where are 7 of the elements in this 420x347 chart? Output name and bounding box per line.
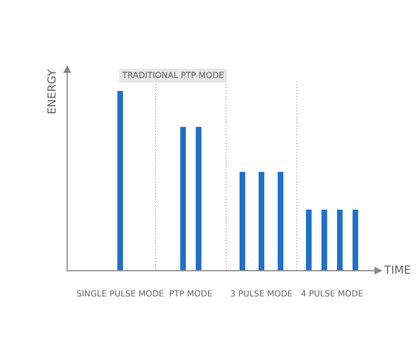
x-axis-title: TIME <box>384 266 410 274</box>
x-tick-label: 3 PULSE MODE <box>230 290 292 297</box>
x-tick-label: PTP MODE <box>170 290 212 297</box>
x-tick-label: SINGLE PULSE MODE <box>77 290 164 297</box>
x-tick-label: 4 PULSE MODE <box>301 290 363 297</box>
y-axis-title: ENERGY <box>47 69 56 114</box>
text: TRADITIONAL PTP MODE <box>122 72 224 78</box>
